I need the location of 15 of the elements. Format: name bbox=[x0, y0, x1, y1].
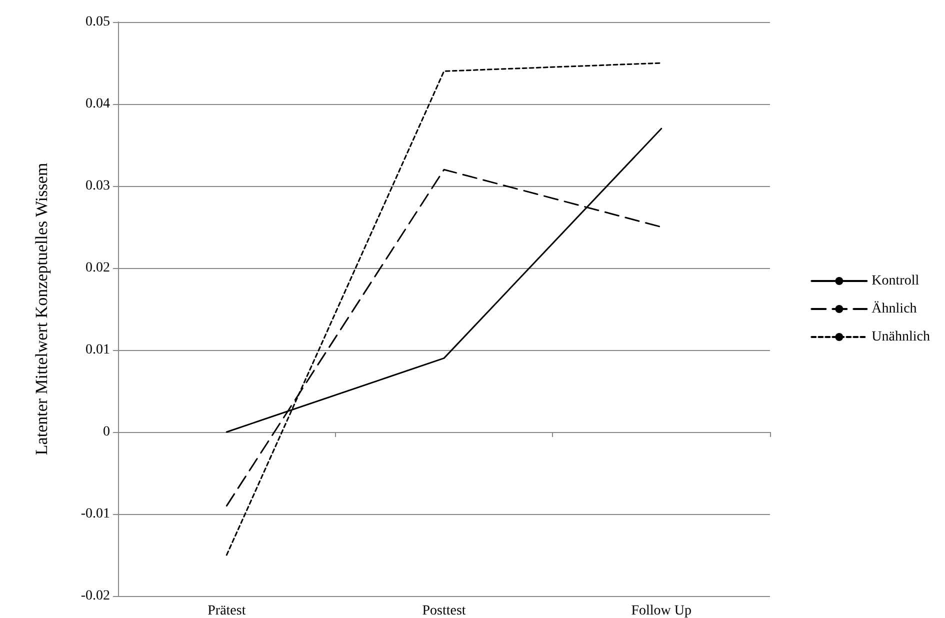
y-tick-label: 0.02 bbox=[86, 260, 110, 276]
x-tick-label: Follow Up bbox=[631, 604, 692, 618]
x-tick-label: Posttest bbox=[422, 604, 466, 618]
legend-label: Kontroll bbox=[872, 274, 920, 288]
y-tick-label: 0.03 bbox=[86, 178, 110, 194]
y-tick-label: 0.01 bbox=[86, 342, 110, 358]
legend-label: Unähnlich bbox=[872, 330, 930, 344]
y-tick-label: 0.04 bbox=[86, 96, 110, 112]
y-tick-label: 0 bbox=[103, 424, 110, 440]
y-axis-title: Latenter Mittelwert Konzeptuelles Wissem bbox=[32, 162, 51, 456]
y-tick-label: 0.05 bbox=[86, 14, 110, 30]
x-tick-label: Prätest bbox=[208, 604, 246, 618]
y-tick-label: -0.02 bbox=[80, 588, 110, 604]
legend-label: Ähnlich bbox=[872, 300, 917, 316]
y-tick-label: -0.01 bbox=[80, 506, 110, 522]
